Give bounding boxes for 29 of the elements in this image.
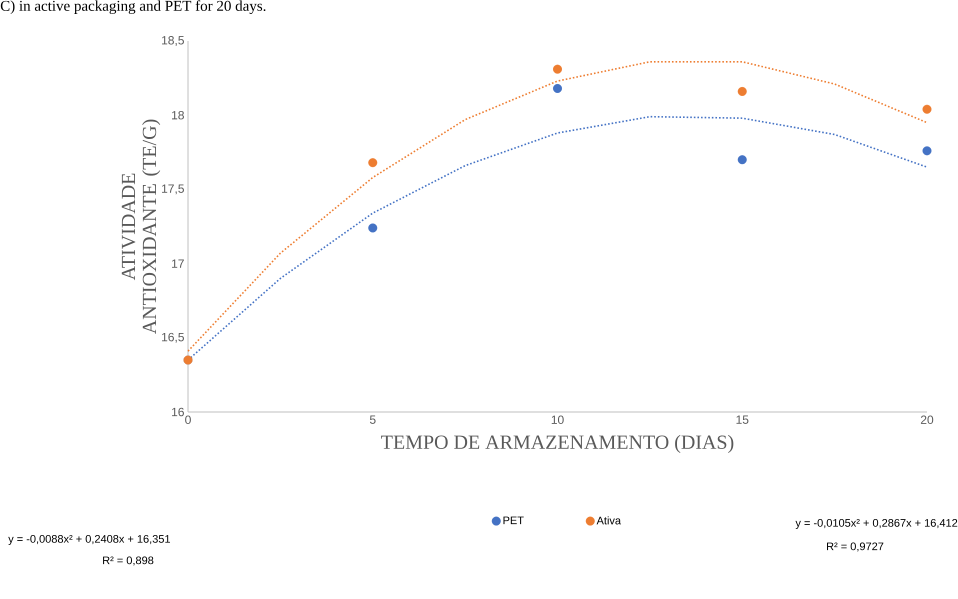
y-axis-title: ATIVIDADE ANTIOXIDANTE (TE/G)	[122, 120, 160, 334]
point	[553, 64, 562, 74]
x-tick-label: 15	[736, 416, 748, 424]
point	[368, 223, 378, 232]
text: y = -0,0105x² + 0,2867x + 16,412	[795, 519, 958, 529]
point	[922, 146, 932, 156]
legend-label: Ativa	[596, 516, 622, 524]
y-tick-label: 18,5	[162, 36, 184, 46]
y-tick-label: 16,5	[162, 332, 184, 343]
y-tick-label: 16	[172, 408, 184, 416]
point	[738, 155, 747, 164]
text: y = -0,0088x² + 0,2408x + 16,351	[8, 535, 170, 545]
y-tick-label: 17,5	[162, 184, 184, 194]
x-tick-label: 10	[552, 416, 564, 424]
x-tick-label: 5	[370, 416, 376, 424]
y-tick-label: 18	[172, 110, 184, 120]
legend-label: PET	[503, 516, 524, 524]
point	[368, 158, 378, 168]
point	[922, 104, 932, 114]
text: R² = 0,9727	[827, 542, 884, 552]
line-series	[187, 60, 928, 352]
point	[553, 84, 562, 93]
x-axis-title: TEMPO DE ARMAZENAMENTO (DIAS)	[381, 434, 734, 454]
text: C) in active packaging and PET for 20 days.	[0, 0, 266, 14]
text: R² = 0,898	[103, 556, 154, 566]
x-tick-label: 0	[185, 416, 191, 424]
x-tick-label: 20	[920, 416, 934, 424]
y-tick-label: 17	[172, 259, 184, 268]
point	[738, 86, 747, 96]
